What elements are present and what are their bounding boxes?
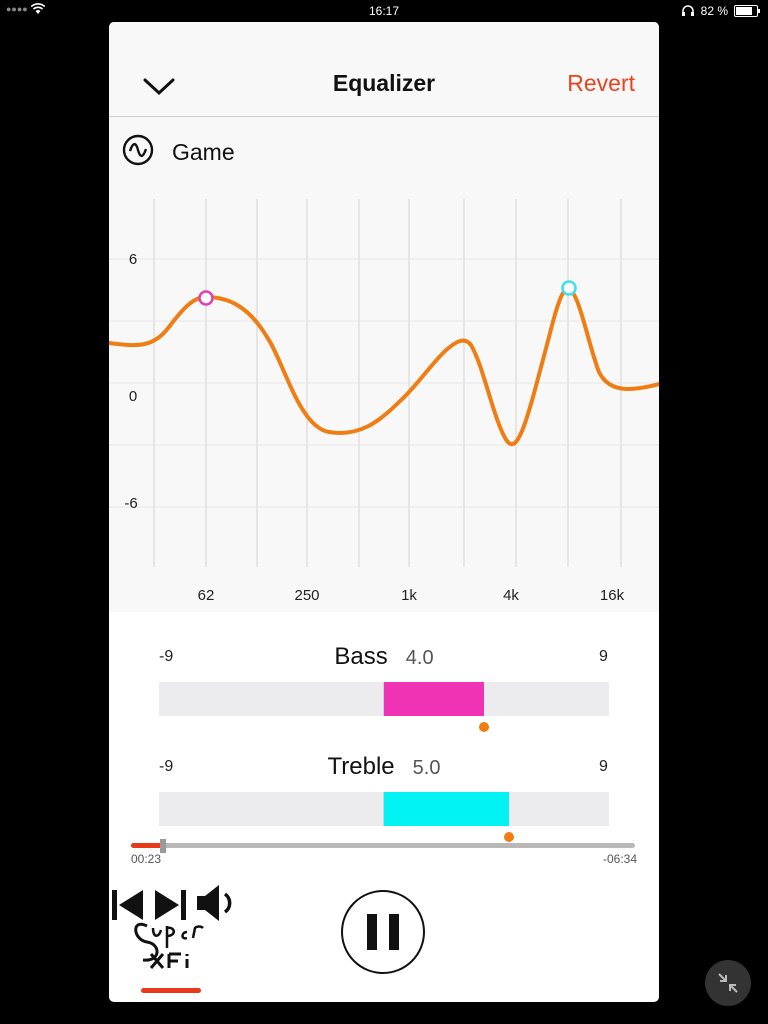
- bass-value: 4.0: [405, 647, 434, 669]
- bass-slider-fill: [384, 682, 484, 716]
- signal-icon: ●●●●: [6, 4, 28, 14]
- minimize-button[interactable]: [705, 960, 751, 1006]
- super-xfi-button[interactable]: [127, 898, 207, 993]
- treble-band-handle[interactable]: [561, 280, 577, 296]
- pause-icon: [367, 914, 399, 950]
- page-title: Equalizer: [332, 70, 436, 96]
- bass-slider-handle[interactable]: [479, 722, 489, 732]
- waveform-circle-icon: [122, 134, 154, 166]
- status-time: 16:17: [368, 4, 400, 18]
- treble-heading: Treble 5.0: [109, 753, 659, 781]
- x-tick-62: 62: [198, 587, 215, 604]
- eq-graph-svg: 6 0 -6 62 250 1k 4k 16k: [109, 199, 659, 604]
- playback-progress: 00:23 -06:34: [131, 838, 637, 878]
- progress-thumb[interactable]: [159, 839, 166, 853]
- chevron-down-icon[interactable]: [141, 74, 177, 98]
- treble-label: Treble: [327, 753, 395, 780]
- pause-button[interactable]: [341, 890, 425, 974]
- x-tick-16k: 16k: [600, 587, 625, 604]
- treble-max: 9: [599, 758, 608, 775]
- eq-graph[interactable]: 6 0 -6 62 250 1k 4k 16k: [109, 197, 659, 612]
- header-bar: Equalizer Revert: [109, 22, 659, 117]
- bass-heading: Bass 4.0: [109, 643, 659, 671]
- treble-control: -9 Treble 5.0 9: [109, 753, 659, 868]
- preset-selector[interactable]: Game: [109, 117, 659, 197]
- treble-value: 5.0: [412, 757, 441, 779]
- battery-icon: [734, 5, 760, 17]
- speaker-icon[interactable]: [194, 882, 244, 924]
- grid-horizontal: [109, 258, 659, 508]
- treble-slider-fill: [384, 792, 509, 826]
- eq-response-curve: [109, 286, 659, 447]
- progress-played: [131, 843, 163, 848]
- preset-name[interactable]: Game: [172, 139, 235, 165]
- bass-min: -9: [159, 648, 174, 665]
- elapsed-time: 00:23: [131, 852, 162, 866]
- player-controls: [109, 882, 659, 993]
- status-bar: ●●●● 16:17 82 %: [0, 0, 768, 22]
- x-tick-4k: 4k: [503, 587, 519, 604]
- bass-slider-track[interactable]: [159, 682, 609, 716]
- skip-previous-icon[interactable]: [109, 886, 147, 924]
- skip-next-icon[interactable]: [151, 886, 189, 924]
- super-xfi-active-underline: [141, 988, 201, 993]
- treble-slider-handle[interactable]: [504, 832, 514, 842]
- x-tick-1k: 1k: [401, 587, 417, 604]
- equalizer-panel: Equalizer Revert Game: [109, 22, 659, 1002]
- headphones-icon: [681, 5, 694, 16]
- progress-track[interactable]: [131, 839, 635, 853]
- collapse-arrows-icon: [718, 973, 738, 993]
- bass-control: -9 Bass 4.0 9: [109, 643, 659, 758]
- y-tick-6: 6: [129, 251, 137, 268]
- super-xfi-logo: [134, 922, 204, 969]
- treble-slider-track[interactable]: [159, 792, 609, 826]
- revert-button[interactable]: Revert: [567, 70, 635, 96]
- bass-max: 9: [599, 648, 608, 665]
- wifi-icon: [30, 3, 46, 14]
- bass-band-handle[interactable]: [198, 290, 214, 306]
- treble-min: -9: [159, 758, 174, 775]
- y-tick-0: 0: [129, 388, 137, 405]
- y-tick-neg6: -6: [124, 495, 137, 512]
- x-tick-250: 250: [294, 587, 319, 604]
- bass-label: Bass: [334, 643, 388, 670]
- battery-percent: 82 %: [700, 4, 728, 18]
- remaining-time: -06:34: [602, 852, 637, 866]
